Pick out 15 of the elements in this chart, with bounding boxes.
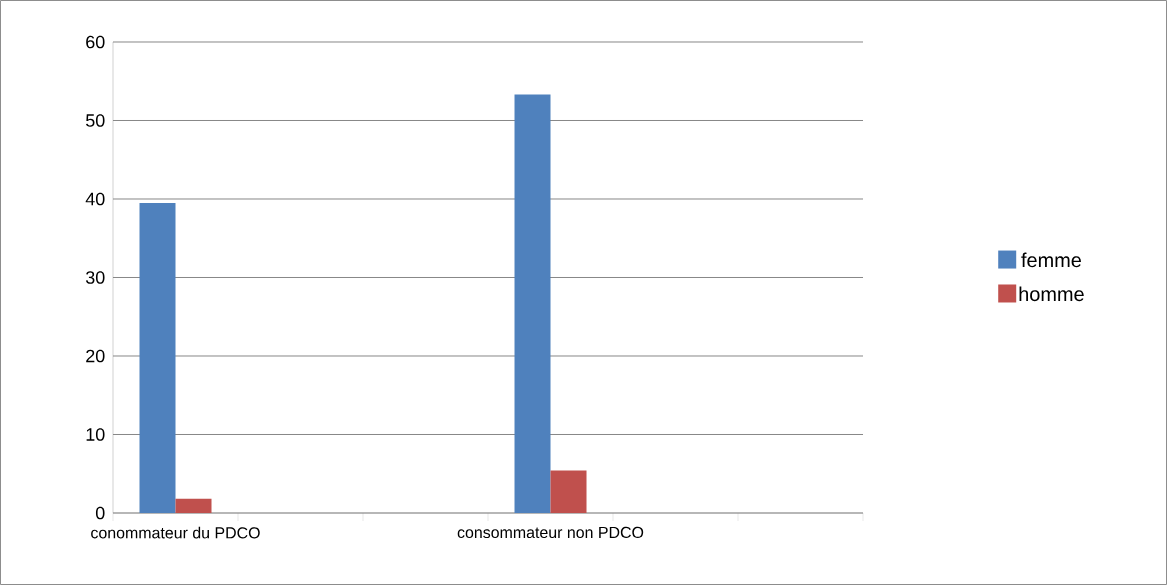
y-tick-label: 60 <box>86 35 105 49</box>
bar <box>550 470 587 513</box>
y-tick-label: 50 <box>86 114 105 127</box>
bar <box>514 94 551 513</box>
x-tick-label: consommateur non PDCO <box>457 526 644 539</box>
x-tick-label: conommateur du PDCO <box>91 526 260 539</box>
bar <box>139 202 176 513</box>
legend-label: femme <box>1021 252 1081 268</box>
y-tick-label: 10 <box>86 428 105 441</box>
y-tick-label: 0 <box>95 506 105 520</box>
y-tick-label: 40 <box>85 192 105 206</box>
y-tick-label: 30 <box>85 271 105 284</box>
y-tick-label: 20 <box>86 349 105 363</box>
legend-label: homme <box>1019 286 1084 302</box>
bar <box>175 498 212 513</box>
